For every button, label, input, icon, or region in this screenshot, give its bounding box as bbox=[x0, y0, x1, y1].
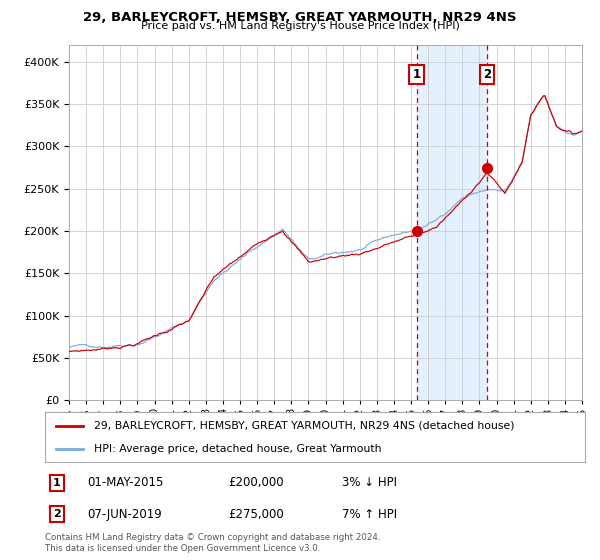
Text: This data is licensed under the Open Government Licence v3.0.: This data is licensed under the Open Gov… bbox=[45, 544, 320, 553]
Text: £275,000: £275,000 bbox=[228, 507, 284, 521]
Text: 7% ↑ HPI: 7% ↑ HPI bbox=[342, 507, 397, 521]
Text: 29, BARLEYCROFT, HEMSBY, GREAT YARMOUTH, NR29 4NS (detached house): 29, BARLEYCROFT, HEMSBY, GREAT YARMOUTH,… bbox=[94, 421, 514, 431]
Text: 2: 2 bbox=[53, 509, 61, 519]
Text: 29, BARLEYCROFT, HEMSBY, GREAT YARMOUTH, NR29 4NS: 29, BARLEYCROFT, HEMSBY, GREAT YARMOUTH,… bbox=[83, 11, 517, 24]
Text: 01-MAY-2015: 01-MAY-2015 bbox=[87, 476, 163, 489]
Text: £200,000: £200,000 bbox=[228, 476, 284, 489]
Text: Contains HM Land Registry data © Crown copyright and database right 2024.: Contains HM Land Registry data © Crown c… bbox=[45, 533, 380, 542]
Text: 1: 1 bbox=[413, 68, 421, 81]
Text: HPI: Average price, detached house, Great Yarmouth: HPI: Average price, detached house, Grea… bbox=[94, 445, 381, 454]
Text: 2: 2 bbox=[483, 68, 491, 81]
Text: 3% ↓ HPI: 3% ↓ HPI bbox=[342, 476, 397, 489]
Text: 1: 1 bbox=[53, 478, 61, 488]
Bar bbox=[416, 45, 487, 400]
Text: 07-JUN-2019: 07-JUN-2019 bbox=[87, 507, 162, 521]
Text: Price paid vs. HM Land Registry's House Price Index (HPI): Price paid vs. HM Land Registry's House … bbox=[140, 21, 460, 31]
